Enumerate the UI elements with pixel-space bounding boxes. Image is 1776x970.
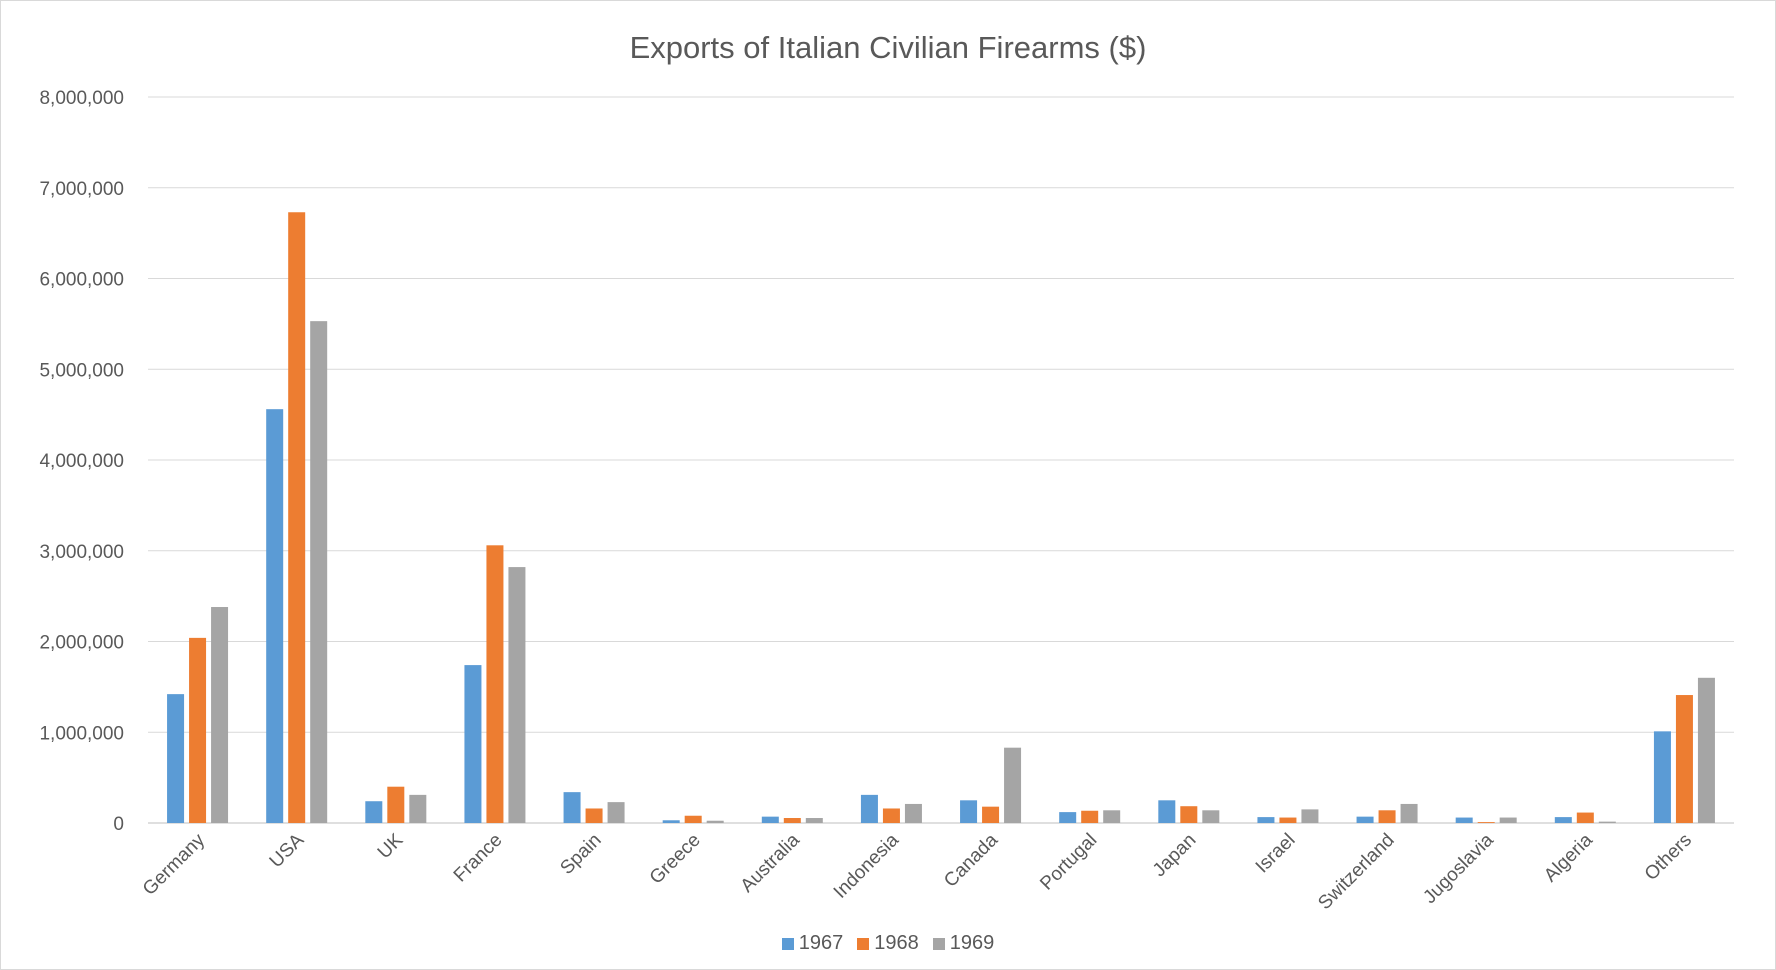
bars — [167, 212, 1715, 823]
bar-1968-indonesia — [882, 808, 900, 823]
x-tick-label: Others — [1641, 830, 1696, 885]
bar-1967-germany — [167, 694, 185, 823]
bar-1969-indonesia — [904, 803, 922, 823]
bar-1969-japan — [1202, 810, 1220, 823]
legend-swatch — [932, 937, 945, 950]
x-tick-label: UK — [374, 829, 408, 863]
bar-1967-others — [1653, 731, 1671, 823]
y-tick-label: 1,000,000 — [39, 723, 124, 744]
bar-1969-greece — [706, 820, 724, 823]
bar-1968-greece — [684, 815, 702, 823]
legend-label: 1968 — [874, 932, 919, 954]
bar-1967-jugoslavia — [1455, 817, 1473, 823]
bar-1968-spain — [585, 808, 603, 823]
bar-1967-portugal — [1059, 812, 1077, 823]
x-tick-label: Spain — [556, 830, 605, 879]
legend: 1967 1968 1969 — [0, 932, 1776, 955]
bar-1969-portugal — [1103, 810, 1121, 823]
x-tick-label: Australia — [737, 829, 804, 896]
x-tick-label: Greece — [646, 830, 705, 889]
bar-1969-uk — [409, 794, 427, 823]
bar-1969-israel — [1301, 809, 1319, 823]
legend-swatch — [857, 937, 870, 950]
y-tick-label: 0 — [113, 814, 124, 835]
bar-1967-usa — [266, 409, 284, 823]
bar-1968-others — [1675, 695, 1693, 823]
bar-1968-germany — [189, 637, 207, 823]
bar-1969-usa — [310, 321, 328, 823]
y-tick-label: 3,000,000 — [39, 542, 124, 563]
y-tick-label: 2,000,000 — [39, 633, 124, 654]
x-tick-label: Germany — [139, 829, 209, 899]
x-axis-tick-labels: Germany USA UK France Spain Greece Australia In… — [139, 829, 1696, 914]
bar-1969-others — [1697, 677, 1715, 823]
y-tick-label: 8,000,000 — [39, 88, 124, 109]
bar-1969-spain — [607, 802, 625, 823]
x-tick-label: Indonesia — [830, 829, 903, 902]
bar-1968-algeria — [1576, 812, 1594, 823]
y-axis-tick-labels: 0 1,000,000 2,000,000 3,000,000 4,000,000 5,0… — [39, 88, 124, 835]
x-tick-label: France — [450, 830, 507, 887]
bar-1967-greece — [662, 820, 680, 823]
bar-1967-france — [464, 665, 482, 823]
bar-1969-germany — [211, 607, 229, 823]
y-tick-label: 4,000,000 — [39, 451, 124, 472]
bar-1969-algeria — [1598, 821, 1616, 823]
bar-1968-portugal — [1081, 810, 1099, 823]
bar-1968-france — [486, 545, 504, 823]
legend-swatch — [781, 937, 794, 950]
x-tick-label: Algeria — [1540, 829, 1597, 886]
x-tick-label: Switzerland — [1314, 830, 1398, 914]
bar-1969-jugoslavia — [1499, 817, 1517, 823]
bar-1969-canada — [1004, 747, 1022, 823]
bar-1968-israel — [1279, 817, 1297, 823]
bar-1968-canada — [982, 806, 1000, 823]
x-tick-label: USA — [266, 829, 309, 872]
bar-1968-japan — [1180, 806, 1198, 823]
y-tick-label: 7,000,000 — [39, 179, 124, 200]
legend-label: 1969 — [949, 932, 995, 954]
x-tick-label: Japan — [1149, 830, 1200, 881]
x-tick-label: Portugal — [1036, 830, 1101, 895]
bar-1967-israel — [1257, 817, 1275, 823]
bar-1967-uk — [365, 801, 383, 823]
bar-1967-switzerland — [1356, 816, 1374, 823]
legend-label: 1967 — [798, 932, 844, 954]
bar-1969-france — [508, 567, 526, 823]
bar-1967-australia — [761, 816, 779, 823]
bar-1967-spain — [563, 792, 581, 823]
x-tick-label: Jugoslavia — [1419, 829, 1498, 908]
bar-1968-usa — [288, 212, 306, 823]
x-tick-label: Israel — [1252, 830, 1300, 878]
y-tick-label: 6,000,000 — [39, 270, 124, 291]
bar-1968-switzerland — [1378, 810, 1396, 823]
legend-item-1969: 1969 — [932, 932, 995, 955]
bar-1967-canada — [960, 800, 978, 823]
x-tick-label: Canada — [940, 829, 1002, 891]
bar-1968-australia — [783, 818, 801, 823]
y-tick-label: 5,000,000 — [39, 360, 124, 381]
chart-title: Exports of Italian Civilian Firearms ($) — [629, 30, 1147, 65]
bar-1967-algeria — [1554, 817, 1572, 823]
bar-1968-uk — [387, 786, 405, 823]
gridlines — [148, 96, 1734, 824]
bar-1968-jugoslavia — [1477, 822, 1495, 823]
legend-item-1967: 1967 — [781, 932, 844, 955]
bar-1967-japan — [1158, 800, 1176, 823]
bar-1967-indonesia — [860, 794, 878, 823]
bar-1969-australia — [805, 818, 823, 823]
bar-1969-switzerland — [1400, 803, 1418, 823]
legend-item-1968: 1968 — [857, 932, 919, 955]
